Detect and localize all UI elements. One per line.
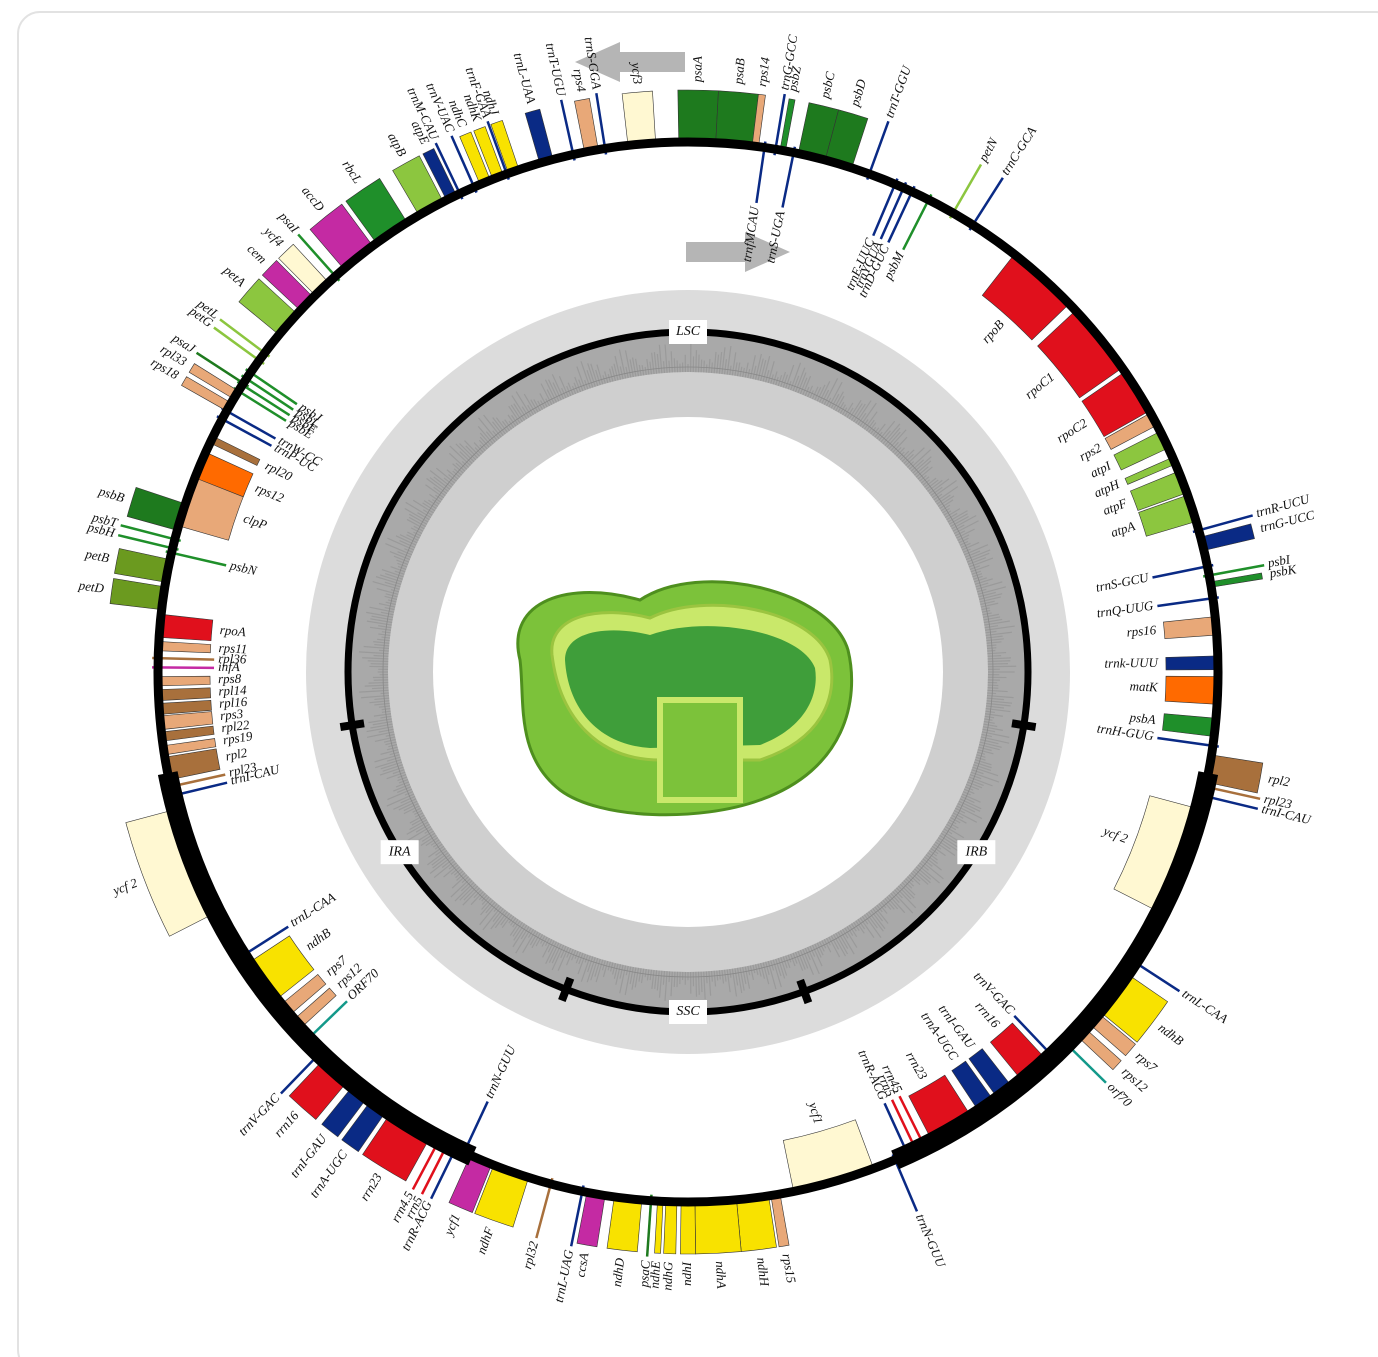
- gene-label: ycf3: [629, 60, 646, 85]
- region-boundary: [340, 723, 364, 727]
- gene-box: [716, 91, 759, 144]
- gene-label: psaA: [689, 56, 704, 83]
- region-boundary: [1012, 723, 1036, 727]
- gene-box: [1166, 656, 1216, 670]
- gene-box: [695, 1202, 741, 1254]
- region-label: IRA: [388, 844, 411, 859]
- gene-label: rps11: [218, 640, 247, 656]
- gene-label: ndhI: [679, 1261, 694, 1286]
- gene-label: trnk-UUU: [1104, 655, 1159, 671]
- gene-label: rpoA: [219, 622, 246, 639]
- gene-label: psaB: [730, 57, 747, 85]
- gene-label: psaC: [636, 1260, 653, 1289]
- page: {"gene_labels": ["trnS-GGA","ycf3","psaA…: [0, 0, 1378, 1357]
- gene-label: rps16: [1126, 622, 1157, 640]
- gene-box: [622, 91, 655, 143]
- gene-label: ndhA: [713, 1261, 729, 1289]
- gene-box: [160, 676, 210, 686]
- gene-box: [680, 1204, 695, 1254]
- gene-label: matK: [1129, 678, 1159, 694]
- gene-box: [678, 90, 719, 141]
- chloroplast-illustration: [518, 582, 852, 815]
- gene-box: [664, 1204, 677, 1254]
- gene-box: [1165, 676, 1216, 704]
- region-label: IRB: [964, 844, 987, 859]
- region-label: SSC: [676, 1004, 700, 1019]
- genome-map: LSCIRBSSCIRA trnS-GGAycf3psaApsaBrps14tr…: [0, 0, 1378, 1357]
- region-label: LSC: [675, 324, 701, 339]
